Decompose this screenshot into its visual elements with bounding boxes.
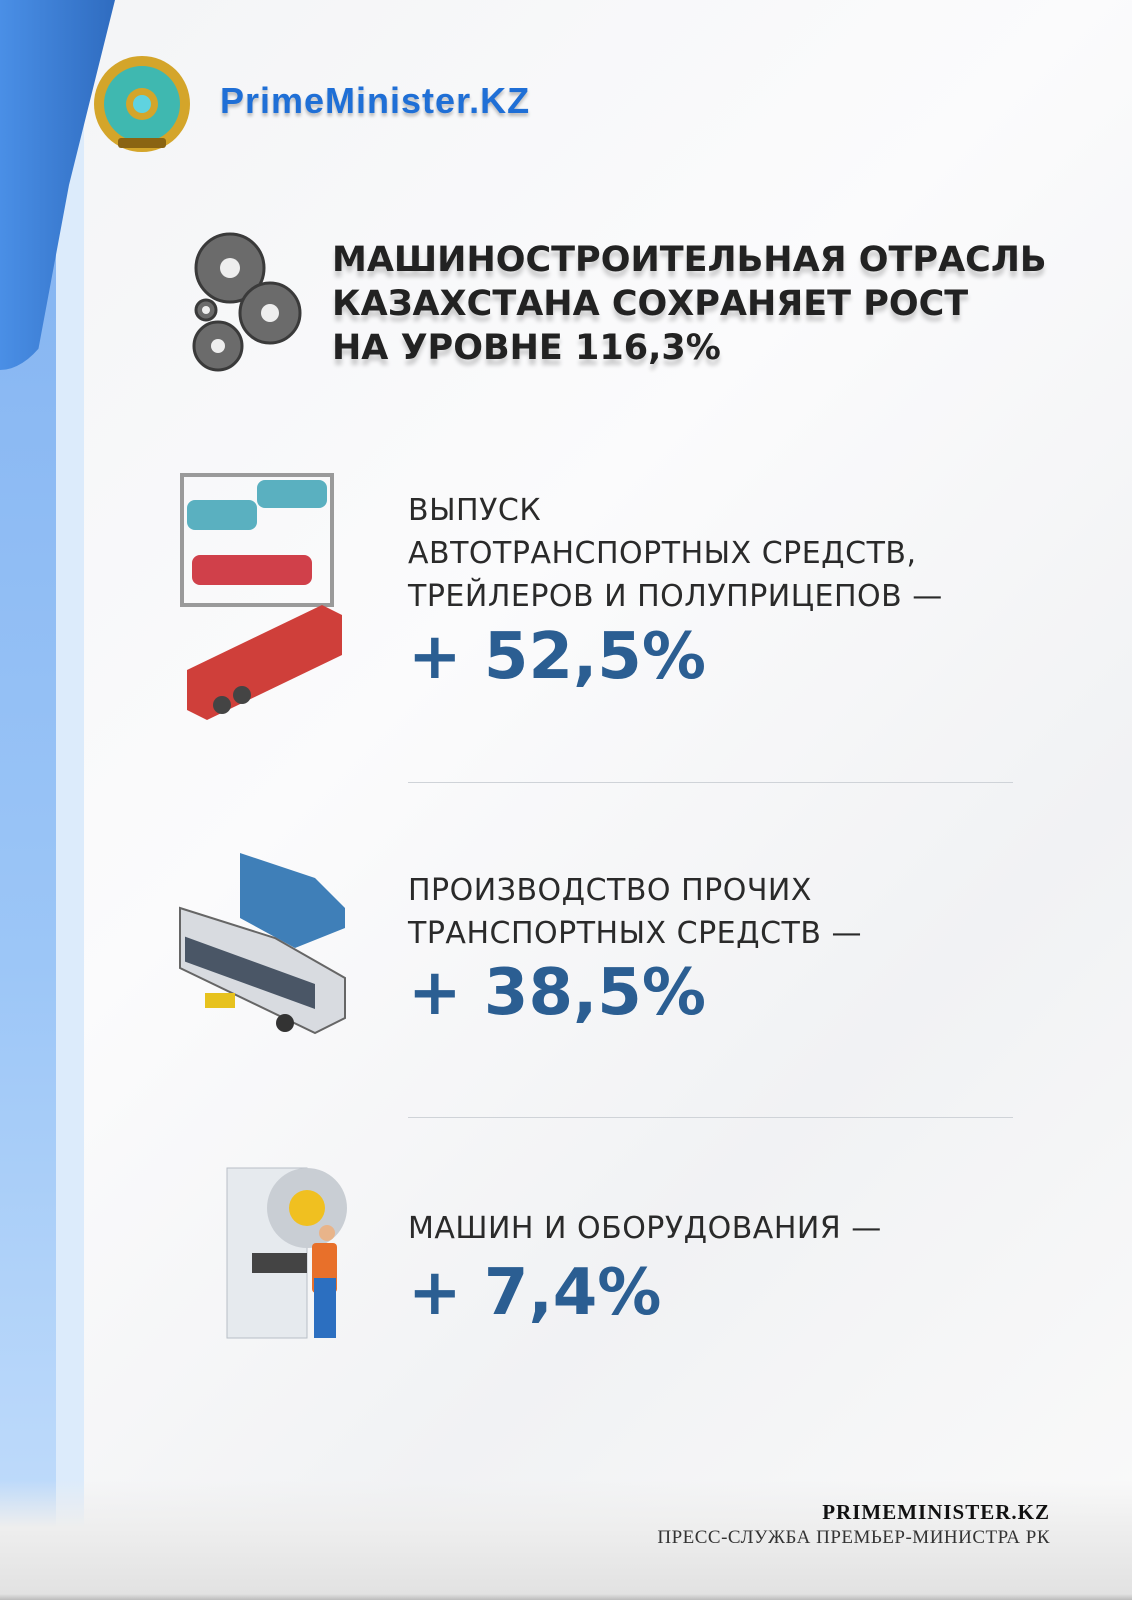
emblem-logo (94, 56, 190, 152)
title-line: КАЗАХСТАНА СОХРАНЯЕТ РОСТ (332, 284, 969, 324)
section-2-label: ПРОИЗВОДСТВО ПРОЧИХ ТРАНСПОРТНЫХ СРЕДСТВ… (408, 869, 862, 955)
title-line: НА УРОВНЕ 116,3% (332, 328, 721, 368)
footer-press: ПРЕСС-СЛУЖБА ПРЕМЬЕР-МИНИСТРА РК (657, 1527, 1050, 1548)
divider (408, 1117, 1013, 1118)
section-1-label: ВЫПУСК АВТОТРАНСПОРТНЫХ СРЕДСТВ, ТРЕЙЛЕР… (408, 489, 943, 618)
footer-band (0, 1480, 1132, 1600)
press-machine-worker-icon (226, 1167, 347, 1339)
label-line: ТРЕЙЛЕРОВ И ПОЛУПРИЦЕПОВ — (408, 579, 943, 614)
section-3-label: МАШИН И ОБОРУДОВАНИЯ — (408, 1207, 882, 1250)
divider (408, 782, 1013, 783)
label-line: МАШИН И ОБОРУДОВАНИЯ — (408, 1211, 882, 1246)
page-title: МАШИНОСТРОИТЕЛЬНАЯ ОТРАСЛЬ КАЗАХСТАНА СО… (332, 238, 1047, 370)
label-line: ПРОИЗВОДСТВО ПРОЧИХ (408, 873, 812, 908)
car-carrier-trailer-icon (180, 473, 342, 720)
label-line: ВЫПУСК (408, 493, 542, 528)
label-line: АВТОТРАНСПОРТНЫХ СРЕДСТВ, (408, 536, 917, 571)
section-1-value: + 52,5% (408, 620, 706, 694)
brand-title[interactable]: PrimeMinister.KZ (220, 80, 531, 121)
gears-icon (192, 232, 302, 372)
bus-van-icon (179, 853, 346, 1035)
title-line: МАШИНОСТРОИТЕЛЬНАЯ ОТРАСЛЬ (332, 240, 1047, 280)
side-stripe-light (56, 0, 84, 1600)
label-line: ТРАНСПОРТНЫХ СРЕДСТВ — (408, 916, 862, 951)
footer-site[interactable]: PRIMEMINISTER.KZ (822, 1500, 1050, 1524)
section-2-value: + 38,5% (408, 956, 706, 1030)
section-3-value: + 7,4% (408, 1256, 662, 1330)
